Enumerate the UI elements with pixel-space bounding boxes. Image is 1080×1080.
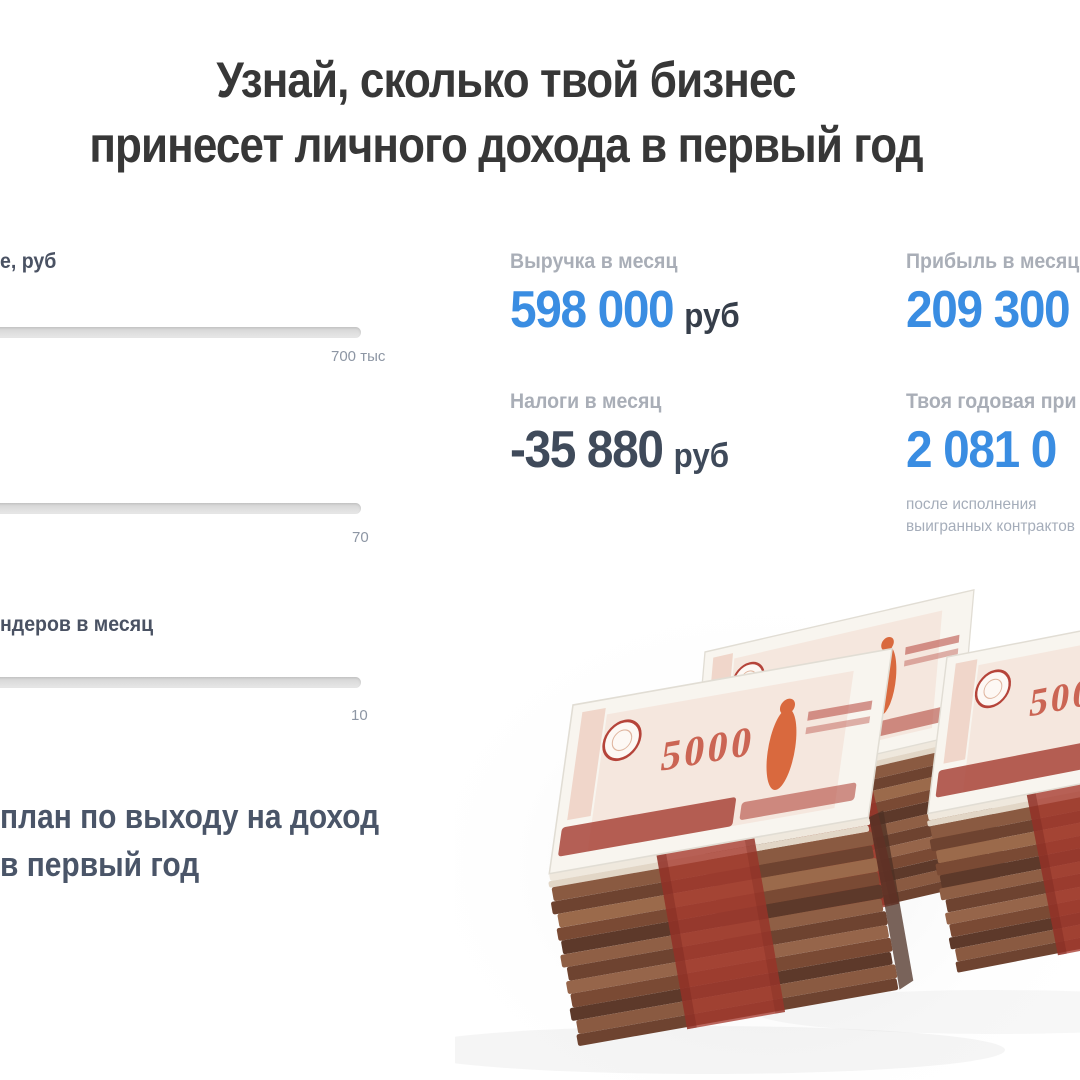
stat-annual-profit: Твоя годовая при 2 081 0 после исполнени… [906, 390, 1080, 538]
page-title-line2: принесет личного дохода в первый год [89, 117, 923, 173]
stat-taxes-value: -35 880 [510, 421, 664, 479]
stat-profit-label: Прибыль в месяц [906, 250, 1080, 273]
stat-taxes-label: Налоги в месяц [510, 390, 662, 413]
stat-profit-value: 209 300 [906, 281, 1071, 339]
slider-value-contract-rub: 700 тыс [331, 348, 386, 365]
slider-label-contract-rub: е, руб [0, 250, 57, 273]
stat-annual-profit-note: после исполнения выигранных контрактов [906, 494, 1080, 538]
stat-revenue-label: Выручка в месяц [510, 250, 678, 273]
stat-annual-profit-value-row: 2 081 0 [906, 420, 1075, 480]
stat-taxes: Налоги в месяц -35 880 руб [510, 390, 748, 480]
stat-annual-profit-value: 2 081 0 [906, 421, 1057, 479]
slider-value-margin: 70 [352, 529, 369, 546]
stat-profit: Прибыль в месяц 209 300 [906, 250, 1080, 340]
page-title-line1: Узнай, сколько твой бизнес [216, 52, 796, 108]
stat-revenue-value: 598 000 [510, 281, 675, 339]
slider-track-tenders-per-month[interactable] [0, 677, 361, 688]
stat-revenue: Выручка в месяц 598 000 руб [510, 250, 760, 340]
stat-annual-profit-label: Твоя годовая при [906, 390, 1077, 413]
cta-text: план по выходу на доход в первый год [0, 793, 379, 889]
slider-track-contract-rub[interactable] [0, 327, 361, 338]
page-title: Узнай, сколько твой бизнес принесет личн… [61, 48, 952, 178]
stat-annual-profit-note-line2: выигранных контрактов [906, 518, 1075, 535]
slider-track-margin[interactable] [0, 503, 361, 514]
stat-taxes-value-row: -35 880 руб [510, 420, 729, 480]
stat-taxes-unit: руб [673, 437, 730, 475]
money-stacks-image: 5000 [455, 588, 1080, 1080]
stat-profit-value-row: 209 300 [906, 280, 1077, 340]
cta-text-line1: план по выходу на доход [0, 798, 380, 836]
cta-text-line2: в первый год [0, 846, 200, 884]
stat-revenue-unit: руб [684, 297, 740, 335]
slider-value-tenders-per-month: 10 [351, 707, 368, 724]
stat-revenue-value-row: 598 000 руб [510, 280, 740, 340]
slider-label-tenders-per-month: ндеров в месяц [0, 613, 154, 636]
stat-annual-profit-note-line1: после исполнения [906, 496, 1037, 513]
